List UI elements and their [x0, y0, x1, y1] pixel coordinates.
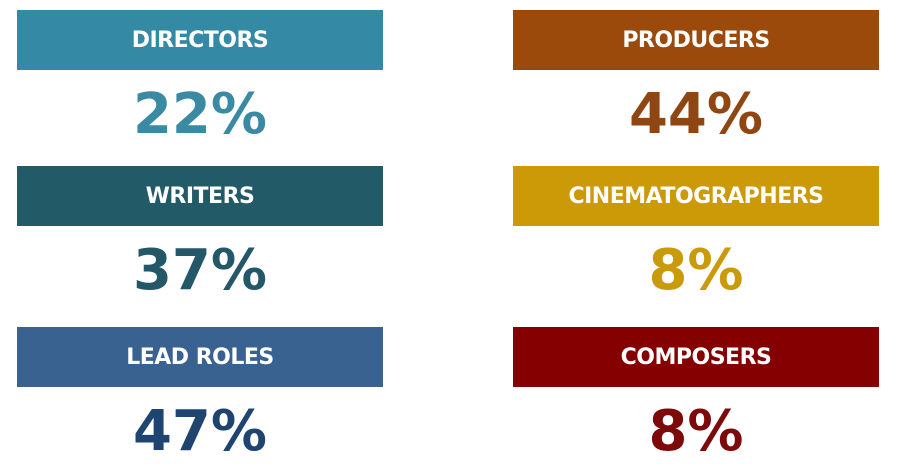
- tile-value: 37%: [132, 238, 268, 303]
- tile-label: WRITERS: [17, 166, 383, 226]
- tile-label: LEAD ROLES: [17, 327, 383, 387]
- tile-value: 44%: [628, 82, 764, 147]
- tile-label: PRODUCERS: [513, 10, 879, 70]
- tile-label: DIRECTORS: [17, 10, 383, 70]
- tile-value: 8%: [648, 399, 744, 464]
- tile-label: COMPOSERS: [513, 327, 879, 387]
- tile-value: 47%: [132, 399, 268, 464]
- tile-value: 22%: [132, 82, 268, 147]
- tile-label: CINEMATOGRAPHERS: [513, 166, 879, 226]
- tile-value: 8%: [648, 238, 744, 303]
